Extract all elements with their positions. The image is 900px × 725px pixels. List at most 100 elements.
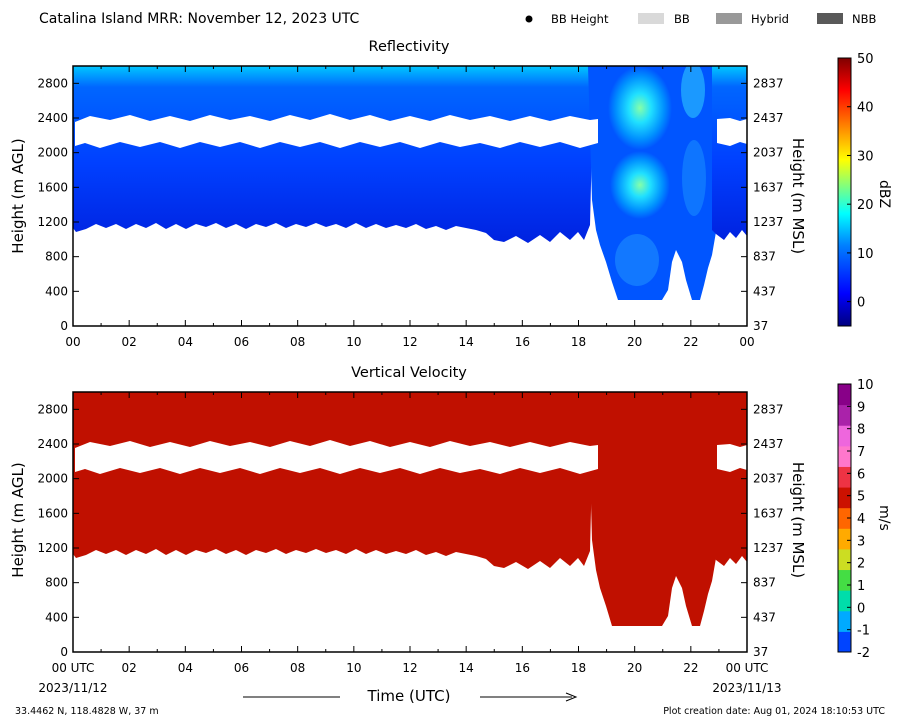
y-tick-label: 2000 [37, 472, 68, 486]
dbz-tick-label: 50 [857, 52, 874, 67]
x-tick-label: 04 [178, 661, 193, 675]
reflectivity-ylabel-right: Height (m MSL) [789, 138, 807, 254]
x-tick-label: 14 [459, 335, 474, 349]
legend-nbb-label: NBB [852, 12, 876, 26]
figure-legend: BB Height BB Hybrid NBB [525, 12, 876, 26]
y-tick-label-right: 2837 [753, 402, 784, 416]
ms-tick-label: 5 [857, 490, 865, 505]
reflectivity-y-ticks: 0 37 400 437 800 837 1200 1237 1600 1637 2000 2037 2… [37, 76, 783, 333]
y-tick-label-right: 1237 [753, 215, 784, 229]
reflectivity-core-top-right [681, 66, 705, 118]
ms-tick-label: 9 [857, 400, 865, 415]
legend-hybrid-label: Hybrid [751, 12, 789, 26]
ms-colorbar-ticks: -2 -1 0 1 2 3 4 5 6 7 8 9 10 [847, 378, 874, 661]
y-tick-label: 0 [60, 645, 68, 659]
y-tick-label: 1600 [37, 506, 68, 520]
figure-title: Catalina Island MRR: November 12, 2023 U… [39, 11, 360, 27]
y-tick-label-right: 1237 [753, 541, 784, 555]
velocity-gap-band-right [717, 444, 747, 472]
y-tick-label-right: 2437 [753, 437, 784, 451]
x-tick-label: 02 [122, 661, 137, 675]
ms-colorbar-segment [838, 610, 851, 632]
velocity-gap-band [75, 440, 598, 474]
dbz-colorbar: 0 10 20 30 40 50 dBZ [837, 52, 892, 327]
y-tick-label-right: 2037 [753, 472, 784, 486]
velocity-x-ticks: 00 UTC 02 04 06 08 10 12 14 16 18 20 22 00 UTC [52, 392, 769, 675]
x-tick-label: 16 [515, 661, 530, 675]
ms-colorbar-segment [838, 487, 851, 509]
y-tick-label-right: 1637 [753, 180, 784, 194]
y-tick-label-right: 37 [753, 645, 768, 659]
ms-tick-label: 2 [857, 557, 865, 572]
x-tick-label: 12 [402, 335, 417, 349]
reflectivity-echo-layer [73, 66, 598, 243]
x-tick-label: 08 [290, 335, 305, 349]
time-axis-label: Time (UTC) [367, 687, 451, 705]
legend-bb-label: BB [674, 12, 690, 26]
reflectivity-gap-band [75, 114, 598, 148]
ms-tick-label: 8 [857, 423, 865, 438]
y-tick-label: 0 [60, 319, 68, 333]
x-tick-label: 00 UTC [726, 661, 769, 675]
x-tick-label: 22 [683, 335, 698, 349]
ms-colorbar-segment [838, 404, 851, 426]
y-tick-label-right: 2037 [753, 146, 784, 160]
ms-tick-label: 4 [857, 512, 865, 527]
date-start: 2023/11/12 [38, 681, 107, 695]
x-tick-label: 20 [627, 661, 642, 675]
x-tick-label: 10 [346, 335, 361, 349]
reflectivity-heatmap [73, 66, 747, 300]
dbz-tick-label: 30 [857, 149, 874, 164]
velocity-ylabel: Height (m AGL) [9, 462, 27, 577]
velocity-ylabel-right: Height (m MSL) [789, 462, 807, 578]
ms-tick-label: -2 [857, 646, 870, 661]
x-tick-label: 00 UTC [52, 661, 95, 675]
y-tick-label: 2000 [37, 146, 68, 160]
y-tick-label-right: 1637 [753, 506, 784, 520]
y-tick-label: 400 [45, 284, 68, 298]
velocity-precip-band [588, 392, 716, 626]
y-tick-label-right: 837 [753, 250, 776, 264]
x-tick-label: 12 [402, 661, 417, 675]
reflectivity-core-low [615, 234, 659, 286]
ms-colorbar-segment [838, 631, 851, 653]
date-end: 2023/11/13 [712, 681, 781, 695]
y-tick-label: 1200 [37, 215, 68, 229]
creation-date-text: Plot creation date: Aug 01, 2024 18:10:5… [663, 706, 885, 717]
dbz-colorbar-label: dBZ [876, 180, 892, 208]
y-tick-label: 2400 [37, 437, 68, 451]
location-text: 33.4462 N, 118.4828 W, 37 m [15, 706, 159, 717]
y-tick-label: 2800 [37, 76, 68, 90]
velocity-heatmap [73, 392, 747, 626]
ms-colorbar-segment [838, 590, 851, 612]
ms-tick-label: 3 [857, 534, 865, 549]
x-tick-label: 06 [234, 335, 249, 349]
y-tick-label: 2400 [37, 111, 68, 125]
ms-tick-label: 6 [857, 467, 865, 482]
dbz-colorbar-gradient [837, 57, 852, 327]
reflectivity-x-ticks: 00 02 04 06 08 10 12 14 16 18 20 22 00 [65, 66, 755, 349]
reflectivity-upper-right-layer [712, 66, 747, 240]
velocity-upper-right-layer [712, 392, 747, 566]
ms-colorbar-segments [838, 384, 851, 653]
ms-colorbar-segment [838, 569, 851, 591]
y-tick-label-right: 437 [753, 284, 776, 298]
y-tick-label: 1600 [37, 180, 68, 194]
x-tick-label: 00 [739, 335, 754, 349]
dbz-tick-label: 40 [857, 101, 874, 116]
ms-tick-label: -1 [857, 624, 870, 639]
velocity-title: Vertical Velocity [351, 365, 467, 381]
y-tick-label-right: 2837 [753, 76, 784, 90]
ms-colorbar-label: m/s [876, 505, 892, 531]
x-tick-label: 02 [122, 335, 137, 349]
ms-colorbar-segment [838, 384, 851, 406]
ms-colorbar-segment [838, 466, 851, 488]
ms-colorbar-segment [838, 425, 851, 447]
reflectivity-core-upper [608, 66, 672, 150]
reflectivity-ylabel: Height (m AGL) [9, 138, 27, 253]
ms-tick-label: 1 [857, 579, 865, 594]
ms-colorbar-segment [838, 548, 851, 571]
legend-nbb-swatch [817, 13, 843, 24]
dbz-tick-label: 20 [857, 198, 874, 213]
